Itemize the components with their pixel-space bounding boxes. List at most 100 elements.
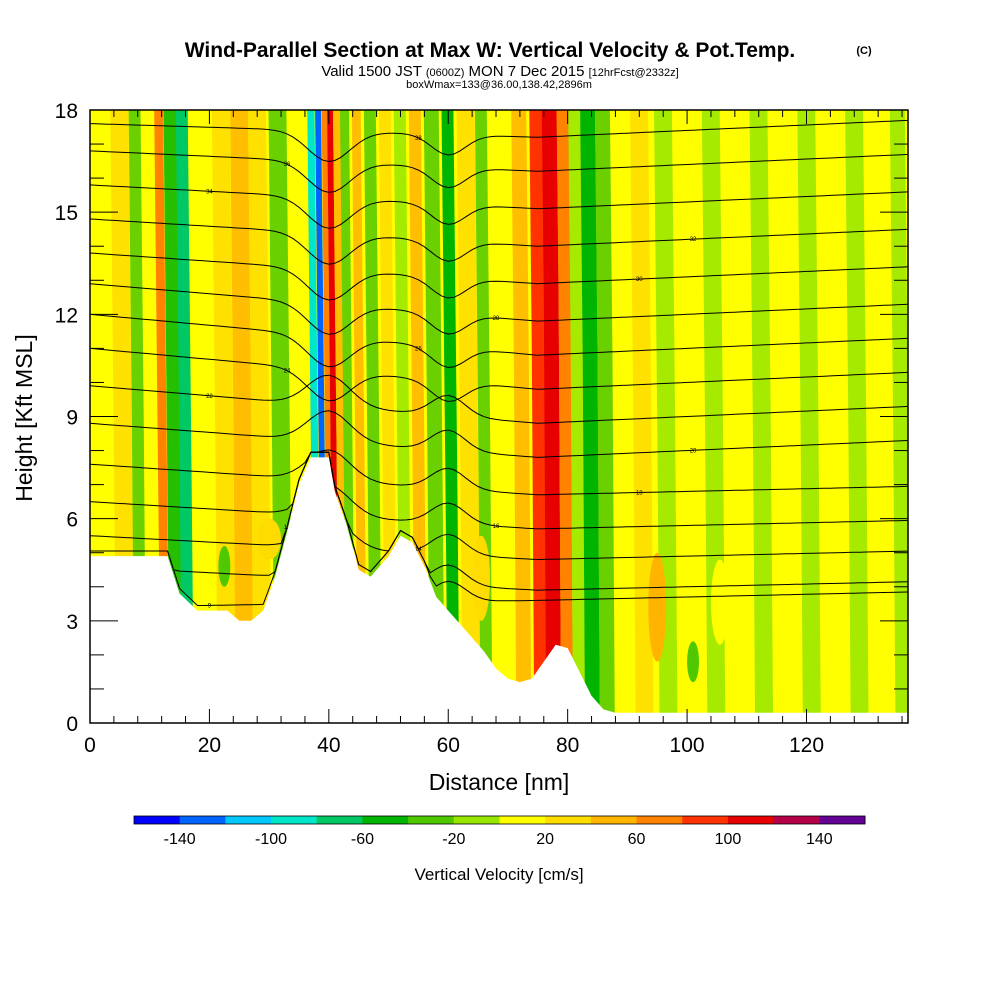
title-copyright-mark: (C) — [856, 45, 872, 57]
theta-contour-label: 9 — [208, 603, 212, 609]
y-tick-label: 0 — [66, 713, 78, 736]
theta-contour-label: 14 — [415, 547, 422, 553]
terrain-shape — [90, 457, 908, 723]
x-tick-label: 0 — [84, 734, 96, 757]
velocity-band — [541, 110, 562, 723]
theta-contour-line — [90, 374, 908, 424]
velocity-cell — [472, 535, 491, 621]
theta-contour-line — [90, 451, 908, 530]
colorbar-swatch — [316, 816, 363, 824]
theta-contour-line — [90, 451, 908, 591]
colorbar-swatch — [727, 816, 775, 824]
theta-contour-label: 24 — [284, 369, 291, 375]
theta-contour-line — [90, 184, 908, 229]
theta-contour-label: 30 — [636, 277, 643, 283]
velocity-band — [612, 110, 636, 723]
valid-time-line: Valid 1500 JST (0600Z) MON 7 Dec 2015 [1… — [321, 63, 678, 80]
theta-contour-line — [90, 252, 908, 301]
colorbar-swatch — [225, 816, 272, 824]
velocity-cell — [710, 559, 729, 645]
velocity-band — [190, 110, 215, 723]
velocity-band — [175, 110, 194, 723]
colorbar-swatch — [499, 816, 546, 824]
theta-contour-line — [90, 347, 908, 403]
x-tick-label: 60 — [437, 734, 460, 757]
y-tick-label: 6 — [66, 509, 78, 532]
colorbar-swatch — [590, 816, 638, 824]
theta-contour-label: 18 — [636, 491, 643, 497]
x-axis-label: Distance [nm] — [429, 769, 570, 795]
theta-contour-label: 28 — [493, 316, 500, 322]
velocity-band — [797, 110, 821, 723]
theta-contour-label: 32 — [690, 237, 697, 243]
colorbar-swatch — [362, 816, 409, 824]
terrain-mask — [90, 457, 908, 723]
velocity-band — [568, 110, 585, 723]
theta-contours: 9 12 14 16 18 20 22 24 26 28 30 32 34 36 38 — [90, 119, 908, 609]
y-tick-label: 9 — [66, 407, 78, 430]
colorbar-swatch — [134, 816, 181, 824]
velocity-band — [845, 110, 869, 723]
colorbar-swatch — [271, 816, 318, 824]
velocity-cell — [648, 552, 667, 662]
colorbar-frame — [133, 815, 866, 825]
theta-contour-line — [90, 449, 908, 496]
velocity-band — [351, 110, 367, 723]
colorbar-swatch — [408, 816, 455, 824]
theta-contour-line — [90, 283, 908, 335]
theta-contour-line — [90, 451, 908, 606]
x-tick-label: 120 — [789, 734, 824, 757]
colorbar-tick-label: 100 — [715, 831, 742, 848]
colorbar-tick-label: -20 — [442, 831, 465, 848]
y-tick-label: 18 — [55, 100, 78, 123]
colorbar-label: Vertical Velocity [cm/s] — [414, 865, 583, 884]
valid-time-local: Valid 1500 JST — [321, 63, 421, 80]
velocity-band — [489, 110, 514, 723]
theta-contour-label: 22 — [206, 394, 213, 400]
theta-contour-label: 26 — [415, 347, 422, 353]
velocity-band — [556, 110, 573, 723]
theta-contour-label: 34 — [206, 189, 213, 195]
valid-time-utc: (0600Z) — [426, 67, 465, 79]
colorbar-tick-label: -60 — [351, 831, 374, 848]
x-tick-label: 100 — [670, 734, 705, 757]
colorbar-tick-label: -100 — [255, 831, 287, 848]
box-wmax-info: boxWmax=133@36.00,138.42,2896m — [406, 79, 592, 91]
colorbar-swatch — [453, 816, 500, 824]
velocity-cell — [257, 518, 282, 560]
colorbar-swatch — [773, 816, 820, 824]
colorbar: -140 -100 -60 -20 20 60 100 140 — [133, 815, 866, 848]
y-axis-label: Height [Kft MSL] — [11, 334, 37, 501]
x-tick-label: 40 — [317, 734, 340, 757]
velocity-cell — [218, 545, 231, 587]
colorbar-swatch — [682, 816, 729, 824]
theta-contour-label: 16 — [493, 524, 500, 530]
theta-contour-label: 12 — [284, 525, 291, 531]
velocity-band — [595, 110, 615, 723]
theta-contour-line — [90, 313, 908, 369]
velocity-band — [749, 110, 774, 723]
velocity-band — [725, 110, 750, 723]
colorbar-swatch — [636, 816, 683, 824]
velocity-cell — [687, 641, 700, 683]
velocity-band — [441, 110, 460, 723]
velocity-band — [821, 110, 845, 723]
y-tick-label: 12 — [55, 304, 78, 327]
theta-contour-line — [90, 451, 908, 561]
x-tick-label: 20 — [198, 734, 221, 757]
colorbar-swatch — [819, 816, 866, 824]
theta-contour-label: 20 — [690, 448, 697, 454]
velocity-band — [511, 110, 532, 723]
velocity-band — [580, 110, 600, 723]
velocity-band — [773, 110, 797, 723]
velocity-band — [630, 110, 654, 723]
valid-date: MON 7 Dec 2015 — [469, 63, 585, 80]
theta-contour-label: 36 — [284, 162, 291, 168]
theta-contour-line — [90, 410, 908, 458]
y-tick-label: 15 — [55, 202, 78, 225]
colorbar-tick-label: 60 — [628, 831, 646, 848]
colorbar-tick-label: 20 — [536, 831, 554, 848]
theta-contour-line — [90, 119, 908, 163]
